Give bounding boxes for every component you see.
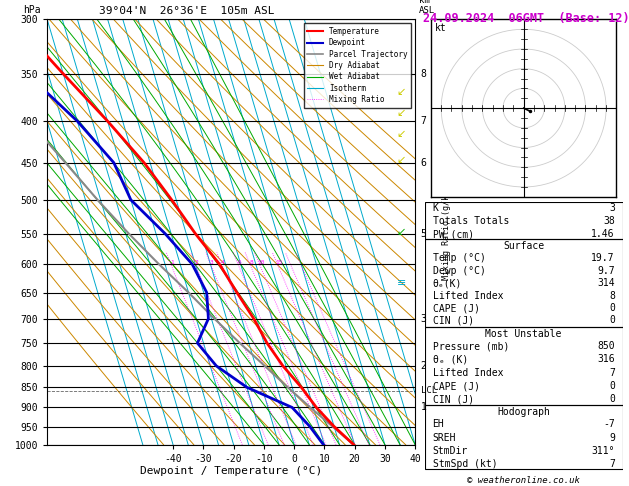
Text: 2: 2 bbox=[421, 361, 426, 371]
Text: ↙: ↙ bbox=[397, 155, 406, 165]
Text: ↙: ↙ bbox=[397, 129, 406, 139]
Text: CIN (J): CIN (J) bbox=[433, 395, 474, 404]
Text: StmSpd (kt): StmSpd (kt) bbox=[433, 459, 497, 469]
Legend: Temperature, Dewpoint, Parcel Trajectory, Dry Adiabat, Wet Adiabat, Isotherm, Mi: Temperature, Dewpoint, Parcel Trajectory… bbox=[304, 23, 411, 107]
Text: 0: 0 bbox=[609, 395, 615, 404]
Text: 9.7: 9.7 bbox=[597, 265, 615, 276]
Text: ↙: ↙ bbox=[397, 87, 406, 97]
Text: hPa: hPa bbox=[23, 5, 41, 15]
Text: ↙: ↙ bbox=[397, 108, 406, 118]
Text: km
ASL: km ASL bbox=[419, 0, 435, 15]
Text: θₑ(K): θₑ(K) bbox=[433, 278, 462, 288]
Text: 314: 314 bbox=[597, 278, 615, 288]
Text: 6: 6 bbox=[237, 260, 241, 265]
Text: Hodograph: Hodograph bbox=[497, 407, 550, 417]
Text: 8: 8 bbox=[421, 69, 426, 79]
Text: 0: 0 bbox=[609, 315, 615, 326]
Text: SREH: SREH bbox=[433, 433, 456, 443]
Text: 3: 3 bbox=[609, 203, 615, 213]
Text: 7: 7 bbox=[609, 459, 615, 469]
Text: © weatheronline.co.uk: © weatheronline.co.uk bbox=[467, 476, 580, 486]
Text: 1.46: 1.46 bbox=[591, 229, 615, 239]
Text: 7: 7 bbox=[609, 368, 615, 378]
Text: 5: 5 bbox=[421, 228, 426, 239]
Text: LCL: LCL bbox=[421, 386, 437, 395]
Text: K: K bbox=[433, 203, 438, 213]
Text: CAPE (J): CAPE (J) bbox=[433, 381, 479, 391]
Text: CIN (J): CIN (J) bbox=[433, 315, 474, 326]
Text: 1: 1 bbox=[421, 402, 426, 413]
Text: StmDir: StmDir bbox=[433, 446, 468, 456]
X-axis label: Dewpoint / Temperature (°C): Dewpoint / Temperature (°C) bbox=[140, 467, 322, 476]
Text: 316: 316 bbox=[597, 354, 615, 364]
Text: CAPE (J): CAPE (J) bbox=[433, 303, 479, 313]
Text: 9: 9 bbox=[609, 433, 615, 443]
Text: 2: 2 bbox=[195, 260, 199, 265]
Text: Pressure (mb): Pressure (mb) bbox=[433, 341, 509, 351]
Text: Dewp (°C): Dewp (°C) bbox=[433, 265, 486, 276]
Text: Temp (°C): Temp (°C) bbox=[433, 253, 486, 263]
Text: 3: 3 bbox=[210, 260, 214, 265]
Text: Mixing Ratio (g/kg): Mixing Ratio (g/kg) bbox=[442, 185, 451, 279]
Text: EH: EH bbox=[433, 419, 444, 429]
Text: 1: 1 bbox=[170, 260, 174, 265]
Text: 0: 0 bbox=[609, 303, 615, 313]
Text: ≡: ≡ bbox=[397, 278, 406, 288]
Text: 8: 8 bbox=[249, 260, 253, 265]
Text: 4: 4 bbox=[221, 260, 225, 265]
Text: Lifted Index: Lifted Index bbox=[433, 291, 503, 300]
Text: 311°: 311° bbox=[591, 446, 615, 456]
Text: 8: 8 bbox=[609, 291, 615, 300]
Text: 6: 6 bbox=[421, 157, 426, 168]
Text: Totals Totals: Totals Totals bbox=[433, 216, 509, 226]
Text: 15: 15 bbox=[275, 260, 282, 265]
Text: PW (cm): PW (cm) bbox=[433, 229, 474, 239]
Text: 3: 3 bbox=[421, 313, 426, 324]
Text: 10: 10 bbox=[257, 260, 265, 265]
Text: Most Unstable: Most Unstable bbox=[486, 330, 562, 339]
Text: 24.09.2024  06GMT  (Base: 12): 24.09.2024 06GMT (Base: 12) bbox=[423, 12, 629, 25]
Text: 38: 38 bbox=[603, 216, 615, 226]
Title: 39°04'N  26°36'E  105m ASL: 39°04'N 26°36'E 105m ASL bbox=[99, 6, 275, 16]
Text: θₑ (K): θₑ (K) bbox=[433, 354, 468, 364]
Text: 19.7: 19.7 bbox=[591, 253, 615, 263]
Text: 0: 0 bbox=[609, 381, 615, 391]
Text: -7: -7 bbox=[603, 419, 615, 429]
Text: ↙: ↙ bbox=[397, 227, 406, 237]
Text: 7: 7 bbox=[421, 116, 426, 126]
Text: kt: kt bbox=[435, 23, 447, 33]
Text: Surface: Surface bbox=[503, 241, 544, 251]
Text: Lifted Index: Lifted Index bbox=[433, 368, 503, 378]
Text: 850: 850 bbox=[597, 341, 615, 351]
